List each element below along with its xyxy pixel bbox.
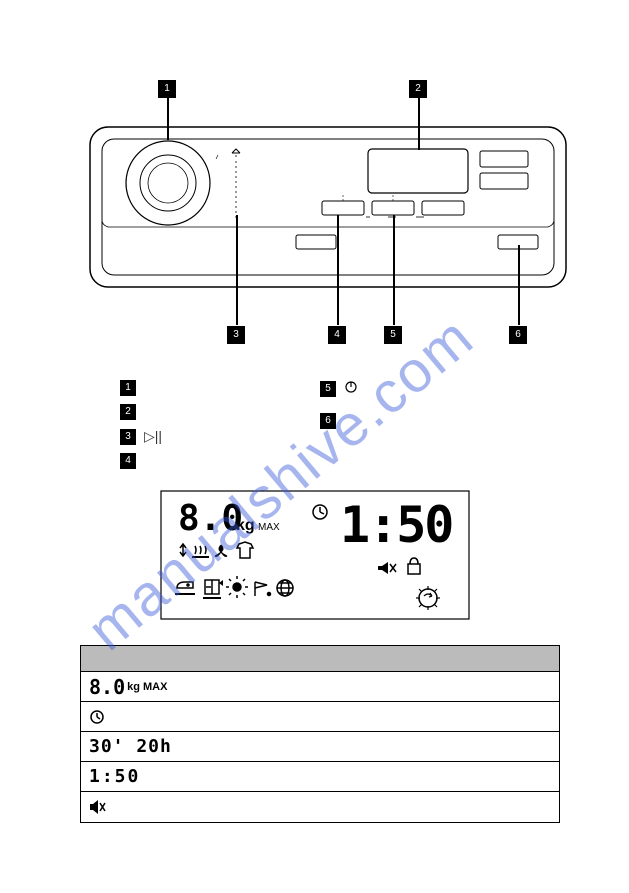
indicator-table: 8.0 kg MAX 30' 20h 1:50: [80, 645, 560, 823]
table-row-time: 1:50: [81, 762, 559, 792]
legend-item-6: 6: [320, 413, 358, 429]
legend-item-3: 3 ▷||: [120, 428, 162, 445]
mute-icon: [89, 799, 107, 815]
callout-line-3: [236, 215, 238, 325]
callout-1: 1: [158, 80, 176, 98]
table-row-clock: [81, 702, 559, 732]
table-row-mute: [81, 792, 559, 822]
callout-4: 4: [328, 326, 346, 344]
svg-text:8.0: 8.0: [178, 498, 243, 539]
table-row-duration: 30' 20h: [81, 732, 559, 762]
clock-icon: [89, 709, 105, 725]
legend-item-5: 5: [320, 380, 358, 397]
callout-line-2: [418, 95, 420, 150]
callout-3: 3: [227, 326, 245, 344]
table-header: [81, 646, 559, 672]
panel-svg: [88, 125, 568, 310]
callout-line-1: [167, 95, 169, 140]
legend-item-1: 1: [120, 380, 162, 396]
callout-6: 6: [509, 326, 527, 344]
control-panel-diagram: [88, 125, 568, 310]
legend-right: 5 6: [320, 380, 358, 437]
legend-item-4: 4: [120, 453, 162, 469]
svg-text:kg: kg: [236, 517, 255, 534]
legend-left: 1 2 3 ▷|| 4: [120, 380, 162, 477]
power-icon: [344, 380, 358, 397]
callout-5: 5: [384, 326, 402, 344]
svg-text:MAX: MAX: [258, 522, 280, 533]
play-pause-icon: ▷||: [144, 428, 162, 445]
callout-line-6: [518, 245, 520, 325]
callout-2: 2: [409, 80, 427, 98]
svg-text:1:50: 1:50: [340, 496, 452, 554]
legend-item-2: 2: [120, 404, 162, 420]
lcd-display: 8.0 kg MAX 1:50: [160, 490, 470, 620]
callout-line-4: [337, 215, 339, 325]
table-row-weight: 8.0 kg MAX: [81, 672, 559, 702]
callout-line-5: [393, 215, 395, 325]
